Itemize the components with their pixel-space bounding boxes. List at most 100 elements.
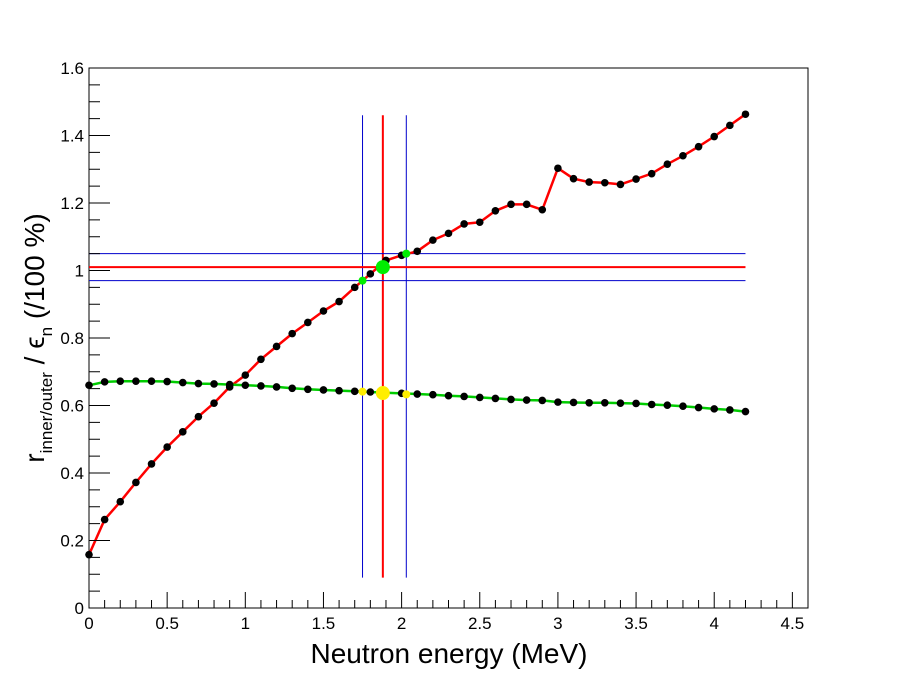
x-tick-label: 0.5 [155, 614, 179, 633]
y-axis-title: rinner/outer / ϵn (/100 %) [19, 213, 56, 462]
series-2-point [538, 396, 547, 405]
x-tick-label: 4.5 [781, 614, 805, 633]
x-tick-label: 1.5 [312, 614, 336, 633]
x-tick-label: 3 [553, 614, 562, 633]
x-axis-title: Neutron energy (MeV) [310, 638, 587, 669]
series-2-point [178, 378, 187, 387]
x-tick-label: 3.5 [624, 614, 648, 633]
series-1-point [100, 515, 109, 524]
series-2-point [491, 394, 500, 403]
series-2-point [475, 393, 484, 402]
series-1-point [366, 270, 375, 278]
series-2-point [304, 385, 312, 394]
series-1-point [194, 412, 203, 421]
highlight-point [358, 276, 367, 285]
series-1-point [272, 342, 281, 351]
series-1-point [413, 247, 422, 256]
series-2-point [366, 388, 375, 396]
series-1-point [335, 297, 343, 306]
series-1-point [304, 318, 312, 327]
series-1-point [585, 178, 593, 186]
series-2-point [741, 407, 750, 416]
series-2-point [257, 382, 265, 390]
series-1-point [507, 200, 515, 209]
y-tick-label: 0.2 [60, 532, 84, 551]
series-1-point [475, 218, 484, 227]
series-1-point [601, 178, 609, 187]
series-1-point [116, 497, 125, 506]
svg-text:rinner/outer / ϵn (/100 %): rinner/outer / ϵn (/100 %) [19, 213, 56, 462]
series-2-point [726, 406, 734, 414]
series-1-point [460, 220, 468, 228]
series-1-point [554, 164, 562, 173]
series-2-point [272, 383, 281, 391]
x-tick-label: 1 [241, 614, 250, 633]
reference-lines [89, 115, 746, 578]
x-tick-label: 2.5 [468, 614, 492, 633]
series-1-point [288, 329, 296, 338]
highlight-point [402, 390, 411, 399]
y-tick-label: 0.8 [60, 329, 84, 348]
series-2-point [522, 396, 531, 404]
series-1-point [241, 371, 250, 379]
x-tick-label: 0 [84, 614, 93, 633]
series-1-point [147, 460, 156, 468]
series-1-point [632, 175, 640, 183]
series-1-point [522, 200, 531, 209]
series-1-point [444, 229, 453, 238]
series-2-point [116, 377, 125, 386]
highlight-point [402, 249, 411, 258]
highlight-point [375, 386, 390, 401]
series-1-point [647, 169, 656, 178]
series-1-point [726, 121, 734, 130]
series-2-point [444, 391, 453, 400]
series-2-point [507, 395, 515, 404]
series-2-point [429, 390, 437, 399]
series-1-point [350, 283, 359, 292]
y-axis-title-r-subscript: inner/outer [37, 372, 56, 454]
series-2-point [616, 399, 625, 407]
highlight-point [375, 260, 390, 275]
highlight-markers [358, 249, 411, 401]
y-axis-title-r: r [19, 453, 50, 462]
y-tick-label: 0 [75, 599, 84, 618]
series-2-point [319, 386, 328, 394]
series-2-point [647, 400, 656, 409]
series-2-point [225, 380, 234, 389]
series-1-point [85, 550, 93, 559]
series-2-point [554, 398, 562, 406]
series-1-point [210, 399, 218, 407]
highlight-point [358, 387, 367, 396]
x-axis-ticks: 0 0.5 1 1.5 2 2.5 3 3.5 4 4.5 [84, 592, 809, 633]
series-1-point [663, 160, 672, 168]
series-2-point [210, 380, 218, 388]
series-1-point [616, 180, 625, 189]
y-tick-label: 1.4 [60, 127, 84, 146]
y-axis-ticks: 0 0.2 0.4 0.6 0.8 1 1.2 1.4 1.6 [60, 59, 110, 618]
series-2-point [601, 399, 609, 407]
series-1-point [163, 443, 171, 451]
series-1-point [538, 205, 547, 214]
series-2-point [710, 405, 719, 413]
series-2-point [632, 399, 640, 408]
series-2-point [241, 381, 250, 390]
y-axis-title-eps-subscript: n [37, 327, 56, 336]
series-line-1 [87, 113, 747, 556]
series-2-point [679, 402, 687, 410]
x-tick-label: 4 [709, 614, 718, 633]
series-1-point [569, 174, 578, 183]
series-1-point [319, 307, 328, 315]
y-axis-title-sep: / [19, 349, 50, 372]
series-1-point [679, 151, 687, 160]
data-markers [85, 110, 750, 559]
series-1-point [257, 355, 265, 364]
series-2-point [163, 377, 171, 386]
y-tick-label: 1.2 [60, 194, 84, 213]
series-2-point [350, 387, 359, 396]
series-1-point [491, 206, 500, 215]
series-2-point [194, 379, 203, 388]
series-2-point [569, 398, 578, 407]
series-1-point [132, 478, 140, 487]
series-2-point [335, 386, 343, 395]
